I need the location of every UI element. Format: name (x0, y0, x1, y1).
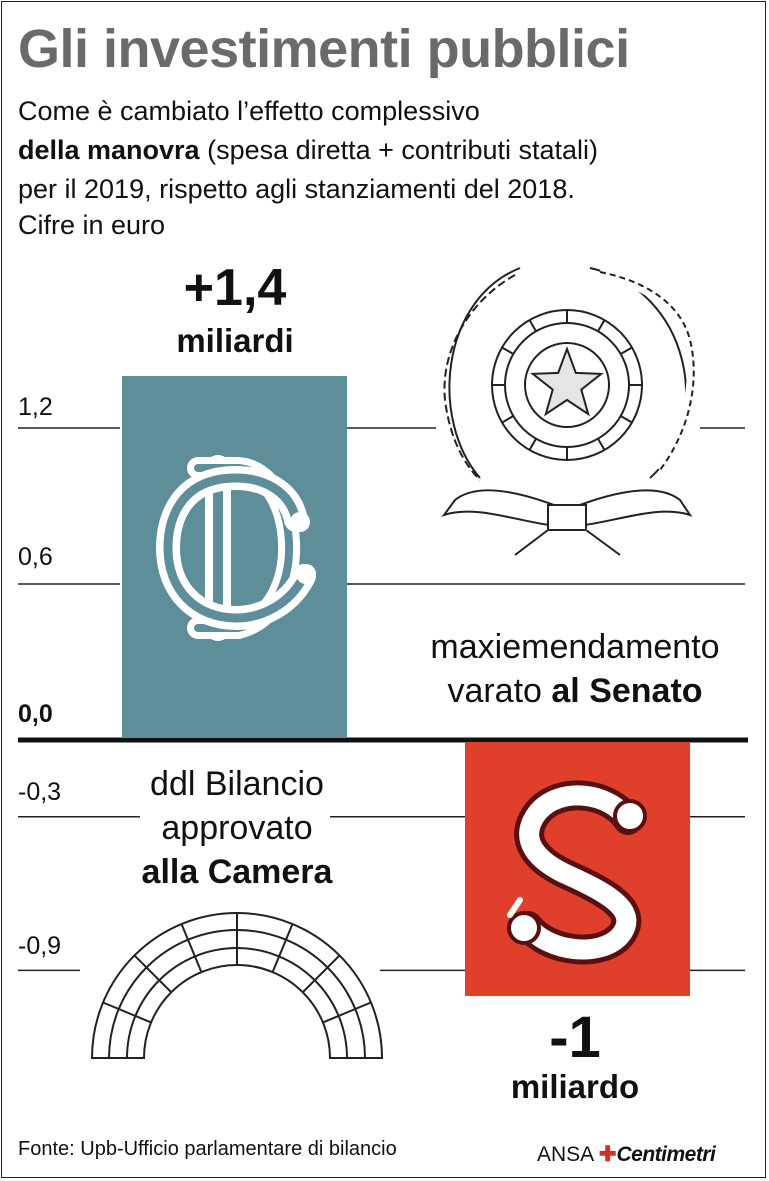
cogwheel (492, 310, 642, 460)
bar2-value-label: -1 (549, 1005, 601, 1070)
subtitle-line-3: per il 2019, rispetto agli stanziamenti … (18, 174, 575, 204)
senato-caption-line-1: maxiemendamento (430, 628, 720, 666)
ytick-0-0: 0,0 (18, 700, 53, 728)
subtitle-line-1: Come è cambiato l’effetto complessivo (18, 96, 480, 126)
subtitle-bold: della manovra (18, 135, 200, 165)
subtitle-line-4: Cifre in euro (18, 210, 166, 240)
bar-camera (122, 376, 347, 738)
senato-caption-bold: al Senato (551, 672, 703, 710)
agency-name: ANSA (537, 1143, 594, 1166)
camera-caption-line-3: alla Camera (141, 853, 333, 891)
star-icon (530, 346, 604, 417)
subtitle-rest: (spesa diretta + contributi statali) (199, 135, 599, 165)
bar2-unit-label: miliardo (510, 1068, 640, 1105)
senato-caption-line-2: varato al Senato (415, 669, 735, 713)
source-note: Fonte: Upb-Ufficio parlamentare di bilan… (18, 1138, 397, 1160)
page-title: Gli investimenti pubblici (18, 19, 630, 79)
brand-mark-icon: ✚ (598, 1143, 617, 1166)
hemicycle-icon (90, 912, 384, 1059)
brand-logo: ANSA ✚Centimetri (537, 1142, 716, 1167)
camera-caption-line-1: ddl Bilancio (150, 765, 324, 803)
italian-republic-emblem-icon (441, 265, 701, 560)
subtitle-line-2: della manovra (spesa diretta + contribut… (18, 135, 598, 166)
senato-caption-plain: varato (447, 672, 552, 710)
ytick-minus-0-3: -0,3 (18, 778, 62, 806)
camera-caption: ddl Bilancio approvato alla Camera (92, 762, 382, 894)
ytick-0-6: 0,6 (18, 543, 53, 571)
brand-name: Centimetri (616, 1143, 716, 1166)
ytick-1-2: 1,2 (18, 393, 53, 421)
bar1-value-label: +1,4 (183, 259, 287, 317)
senato-caption: maxiemendamento varato al Senato (415, 625, 735, 713)
gridlines (18, 427, 748, 972)
camera-caption-line-2: approvato (161, 809, 313, 847)
ytick-minus-0-9: -0,9 (18, 932, 62, 960)
senato-logo (507, 780, 647, 965)
camera-dei-deputati-logo (155, 455, 316, 641)
bar1-unit-label: miliardi (176, 322, 294, 359)
